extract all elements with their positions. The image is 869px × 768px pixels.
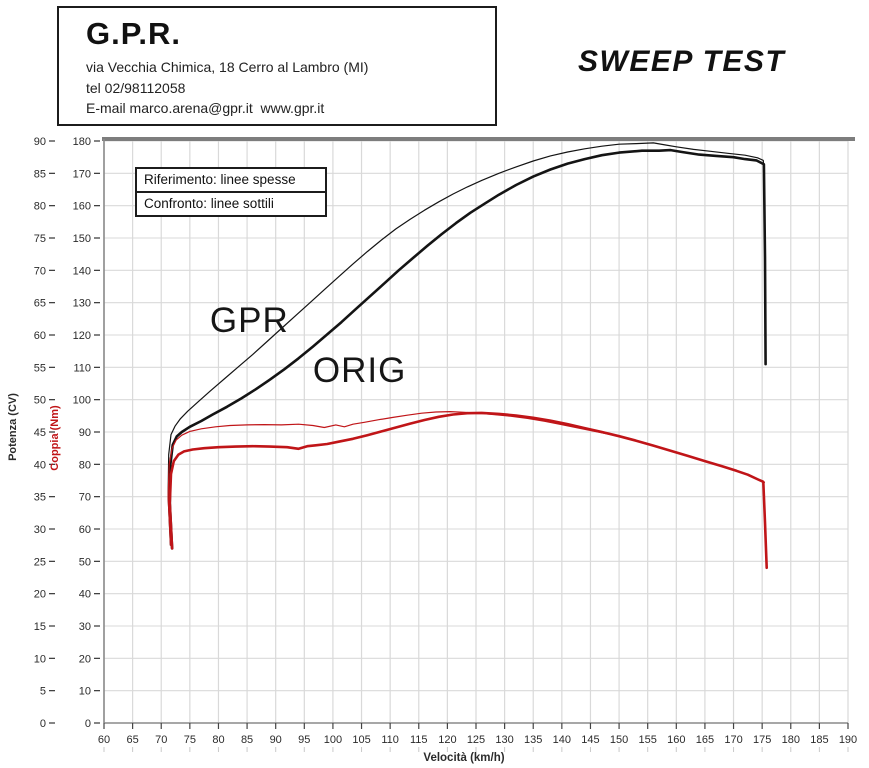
power-tick-label: 10 [34, 653, 46, 665]
company-phone: tel 02/98112058 [86, 79, 186, 96]
x-tick-label: 110 [381, 734, 399, 746]
x-tick-label: 170 [724, 734, 742, 746]
power-tick-label: 40 [34, 459, 46, 471]
x-tick-label: 130 [495, 734, 513, 746]
x-tick-label: 175 [753, 734, 771, 746]
torque-tick-label: 140 [73, 265, 91, 277]
torque-tick-label: 100 [73, 395, 91, 407]
torque-axis-title: Coppia (Nm) [49, 405, 61, 471]
x-tick-label: 85 [241, 734, 253, 746]
x-tick-label: 95 [298, 734, 310, 746]
curve-power-gpr-thin [167, 142, 766, 546]
curve-label-orig: ORIG [312, 351, 407, 391]
power-tick-label: 0 [40, 718, 46, 730]
x-tick-label: 180 [782, 734, 800, 746]
power-tick-label: 55 [34, 362, 46, 374]
x-tick-label: 150 [610, 734, 628, 746]
power-tick-label: 75 [34, 233, 46, 245]
x-tick-label: 140 [553, 734, 571, 746]
company-email: E-mail marco.arena@gpr.it www.gpr.it [86, 100, 325, 116]
torque-tick-label: 20 [79, 653, 91, 665]
curve-power-orig-thick [168, 148, 767, 550]
chart-legend: Riferimento: linee spesse Confronto: lin… [135, 167, 327, 217]
curve-label-gpr: GPR [209, 301, 289, 341]
x-tick-label: 105 [352, 734, 370, 746]
x-tick-label: 65 [126, 734, 138, 746]
x-tick-label: 190 [839, 734, 857, 746]
power-tick-label: 15 [34, 621, 46, 633]
x-tick-label: 75 [184, 734, 196, 746]
torque-tick-label: 10 [79, 686, 91, 698]
torque-tick-label: 70 [79, 492, 91, 504]
x-tick-label: 185 [810, 734, 828, 746]
torque-tick-label: 30 [79, 621, 91, 633]
power-tick-label: 50 [34, 395, 46, 407]
torque-tick-label: 60 [79, 524, 91, 536]
curve-torque-gpr-thin [167, 411, 766, 546]
x-tick-label: 160 [667, 734, 685, 746]
x-tick-label: 60 [98, 734, 110, 746]
power-tick-label: 5 [40, 686, 46, 698]
torque-tick-label: 180 [73, 136, 91, 148]
torque-tick-label: 170 [73, 168, 91, 180]
x-tick-label: 115 [410, 734, 428, 746]
company-info-box: G.P.R. via Vecchia Chimica, 18 Cerro al … [57, 6, 497, 126]
legend-comparison-row: Confronto: linee sottili [144, 196, 274, 211]
x-tick-label: 145 [581, 734, 599, 746]
x-tick-label: 135 [524, 734, 542, 746]
x-tick-label: 90 [270, 734, 282, 746]
x-tick-label: 70 [155, 734, 167, 746]
power-tick-label: 90 [34, 136, 46, 148]
power-tick-label: 35 [34, 492, 46, 504]
power-axis-title: Potenza (CV) [7, 393, 19, 461]
x-tick-label: 80 [212, 734, 224, 746]
x-tick-label: 100 [324, 734, 342, 746]
torque-tick-label: 150 [73, 233, 91, 245]
power-tick-label: 45 [34, 427, 46, 439]
curve-torque-orig-thick [168, 411, 769, 570]
power-tick-label: 80 [34, 201, 46, 213]
torque-tick-label: 110 [73, 362, 91, 374]
torque-tick-label: 120 [73, 330, 91, 342]
torque-tick-label: 130 [73, 298, 91, 310]
company-address: via Vecchia Chimica, 18 Cerro al Lambro … [86, 59, 369, 75]
power-tick-label: 65 [34, 298, 46, 310]
power-tick-label: 70 [34, 265, 46, 277]
x-tick-label: 125 [467, 734, 485, 746]
page-title: SWEEP TEST [578, 45, 786, 78]
company-name: G.P.R. [86, 16, 182, 51]
x-tick-label: 165 [696, 734, 714, 746]
torque-tick-label: 80 [79, 459, 91, 471]
x-tick-label: 155 [639, 734, 657, 746]
x-axis-title: Velocità (km/h) [423, 752, 504, 764]
legend-reference-row: Riferimento: linee spesse [137, 169, 325, 193]
x-tick-label: 120 [438, 734, 456, 746]
torque-tick-label: 90 [79, 427, 91, 439]
power-tick-label: 85 [34, 168, 46, 180]
power-tick-label: 20 [34, 589, 46, 601]
power-tick-label: 30 [34, 524, 46, 536]
power-tick-label: 60 [34, 330, 46, 342]
torque-tick-label: 160 [73, 201, 91, 213]
torque-tick-label: 0 [85, 718, 91, 730]
torque-tick-label: 40 [79, 589, 91, 601]
power-tick-label: 25 [34, 556, 46, 568]
torque-tick-label: 50 [79, 556, 91, 568]
